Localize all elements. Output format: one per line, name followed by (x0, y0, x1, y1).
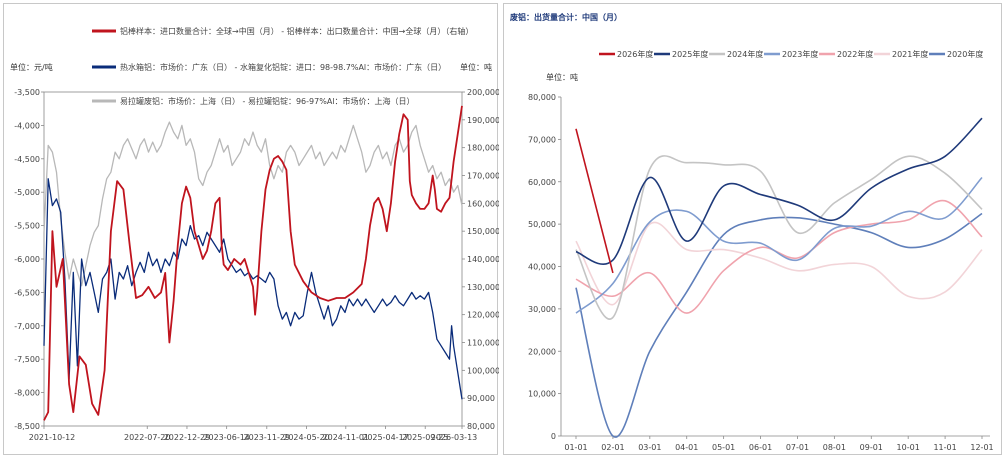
legend-label: 2025年度 (672, 49, 708, 59)
right-chart-panel: 废铝：出货量合计：中国（月） 单位：吨 80,000 70,000 60,000 50,0… (503, 3, 1002, 455)
right-tick-label: 80,000 (467, 422, 495, 431)
left-tick-label: -8,500 (14, 422, 40, 431)
legend-label: 2022年度 (837, 49, 873, 59)
left-chart: 单位：元/吨 单位：吨 -3,500 -4,000 -4,500 -5,000 -5,500… (10, 26, 499, 442)
x-tick-label: 2022-12-29 (164, 433, 211, 442)
series-line-6 (575, 212, 983, 438)
series-line-2 (43, 121, 463, 287)
right-tick-label: 190,000 (467, 116, 499, 125)
series-line-5 (575, 221, 983, 306)
legend-label: 2026年度 (617, 49, 653, 59)
legend-label: 2023年度 (782, 49, 818, 59)
right-chart: 废铝：出货量合计：中国（月） 单位：吨 80,000 70,000 60,000 50,0… (510, 12, 994, 452)
plot-area (43, 91, 463, 427)
left-tick-label: -4,500 (14, 155, 40, 164)
left-tick-label: -6,500 (14, 288, 40, 297)
right-tick-label: 130,000 (467, 283, 499, 292)
y-tick-label: 60,000 (528, 178, 556, 187)
legend-label: 2020年度 (947, 49, 983, 59)
x-tick-label: 2025-04-17 (362, 433, 409, 442)
legend-label: 热水箱铝：市场价：广东（日） - 水箱复化铝锭：进口：98-98.7%Al：市场… (120, 62, 446, 72)
series-line-2 (575, 155, 983, 320)
legend-label: 铝棒样本：进口数量合计：全球→中国（月） - 铝棒样本：出口数量合计：中国→全球… (120, 26, 473, 36)
left-tick-label: -3,500 (14, 88, 40, 97)
y-tick-label: 10,000 (528, 390, 556, 399)
x-tick-label: 03-01 (638, 443, 661, 452)
right-tick-label: 180,000 (467, 144, 499, 153)
y-tick-label: 70,000 (528, 135, 556, 144)
right-tick-label: 100,000 (467, 366, 499, 375)
right-tick-label: 160,000 (467, 199, 499, 208)
x-tick-label: 09-01 (860, 443, 883, 452)
right-tick-label: 140,000 (467, 255, 499, 264)
x-tick-label: 2023-06-14 (203, 433, 250, 442)
right-tick-label: 150,000 (467, 227, 499, 236)
series-line-3 (575, 176, 983, 314)
right-tick-label: 200,000 (467, 88, 499, 97)
y-tick-label: 30,000 (528, 305, 556, 314)
x-tick-label: 04-01 (675, 443, 698, 452)
chart-title: 废铝：出货量合计：中国（月） (510, 12, 622, 22)
left-tick-label: -7,500 (14, 355, 40, 364)
series-line-1 (43, 178, 463, 400)
y-tick-label: 50,000 (528, 220, 556, 229)
x-tick-label: 01-01 (564, 443, 587, 452)
y-axis-unit: 单位：吨 (546, 72, 578, 82)
x-tick-label: 2024-11-01 (323, 433, 370, 442)
legend-label: 2021年度 (892, 49, 928, 59)
right-tick-label: 120,000 (467, 311, 499, 320)
left-tick-label: -7,000 (14, 322, 40, 331)
x-tick-label: 2025-09-25 (402, 433, 449, 442)
y-tick-label: 40,000 (528, 263, 556, 272)
left-tick-label: -5,000 (14, 188, 40, 197)
left-tick-label: -4,000 (14, 121, 40, 130)
series-line-0 (43, 105, 463, 421)
y-tick-label: 20,000 (528, 347, 556, 356)
left-tick-label: -6,000 (14, 255, 40, 264)
right-tick-label: 170,000 (467, 172, 499, 181)
left-tick-label: -5,500 (14, 222, 40, 231)
x-tick-label: 02-01 (601, 443, 624, 452)
series-line-1 (575, 117, 983, 266)
left-tick-label: -8,000 (14, 389, 40, 398)
x-tick-label: 08-01 (823, 443, 846, 452)
y-tick-label: 0 (551, 432, 556, 441)
series-line-0 (575, 128, 614, 274)
x-tick-label: 10-01 (897, 443, 920, 452)
x-tick-label: 2021-10-12 (29, 433, 76, 442)
x-tick-label: 06-01 (749, 443, 772, 452)
legend-label: 2024年度 (727, 49, 763, 59)
x-tick-label: 2024-05-20 (283, 433, 330, 442)
right-tick-label: 110,000 (467, 339, 499, 348)
left-chart-panel: 单位：元/吨 单位：吨 -3,500 -4,000 -4,500 -5,000 -5,500… (3, 3, 499, 455)
right-axis-unit: 单位：吨 (460, 62, 492, 72)
y-tick-label: 80,000 (528, 93, 556, 102)
x-tick-label: 12-01 (970, 443, 993, 452)
x-tick-label: 11-01 (933, 443, 956, 452)
x-tick-label: 05-01 (712, 443, 735, 452)
legend-label: 易拉罐废铝：市场价：上海（日） - 易拉罐铝锭：96-97%Al：市场价：上海（… (120, 96, 415, 106)
right-tick-label: 90,000 (467, 394, 495, 403)
x-tick-label: 2022-07-20 (124, 433, 171, 442)
x-tick-label: 2023-11-29 (244, 433, 291, 442)
x-tick-label: 07-01 (786, 443, 809, 452)
left-axis-unit: 单位：元/吨 (10, 62, 53, 72)
x-tick-label: 2026-03-13 (431, 433, 478, 442)
